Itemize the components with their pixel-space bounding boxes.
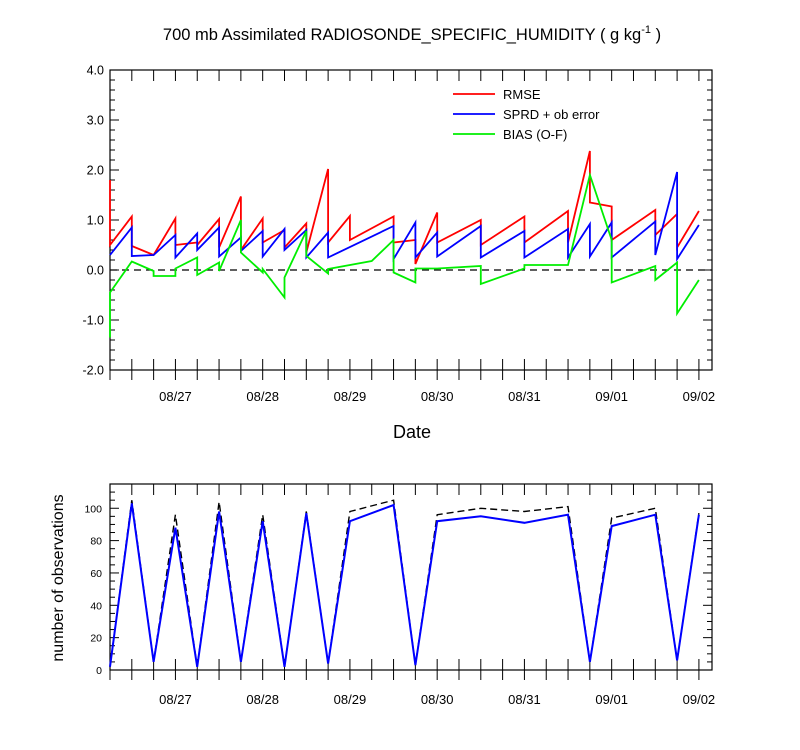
y-tick-label: 0 bbox=[96, 665, 102, 677]
x-axis-label: Date bbox=[393, 422, 431, 442]
y-tick-label: 4.0 bbox=[87, 64, 104, 78]
obs-series-possible bbox=[109, 499, 700, 667]
x-tick-label: 08/28 bbox=[246, 389, 279, 404]
x-tick-label: 08/29 bbox=[334, 389, 367, 404]
y-tick-label: -1.0 bbox=[82, 314, 104, 328]
y-tick-label: 80 bbox=[90, 536, 102, 548]
series-line-rmse bbox=[109, 150, 700, 265]
y-tick-label: 60 bbox=[90, 568, 102, 580]
x-tick-label: 08/29 bbox=[334, 692, 367, 707]
top-chart: 700 mb Assimilated RADIOSONDE_SPECIFIC_H… bbox=[82, 24, 715, 442]
x-tick-label: 09/02 bbox=[683, 389, 716, 404]
chart-title: 700 mb Assimilated RADIOSONDE_SPECIFIC_H… bbox=[163, 24, 661, 44]
x-tick-label: 08/27 bbox=[159, 389, 192, 404]
y-tick-label: 0.0 bbox=[87, 264, 104, 278]
y-tick-label: 3.0 bbox=[87, 114, 104, 128]
bottom-plot-frame bbox=[109, 483, 713, 671]
legend-label: BIAS (O-F) bbox=[503, 127, 567, 142]
y-tick-label: 20 bbox=[90, 633, 102, 645]
x-tick-label: 08/28 bbox=[246, 692, 279, 707]
y-tick-label: 1.0 bbox=[87, 214, 104, 228]
y-tick-label: 100 bbox=[84, 503, 102, 515]
y-tick-label: 2.0 bbox=[87, 164, 104, 178]
legend-label: RMSE bbox=[503, 87, 541, 102]
y-tick-label: -2.0 bbox=[82, 364, 104, 378]
top-axis-ticks: 4.0 3.0 2.0 1.0 0.0 -1.0 -2.0 08/27 08/28 08/29 08… bbox=[82, 64, 715, 405]
x-tick-label: 08/27 bbox=[159, 692, 192, 707]
bottom-axis-ticks: 0 20 40 60 80 100 08/27 08/28 08/29 08/30 08/31 09/… bbox=[84, 484, 715, 707]
x-tick-label: 09/01 bbox=[595, 692, 628, 707]
x-tick-label: 08/30 bbox=[421, 389, 454, 404]
y-tick-label: 40 bbox=[90, 600, 102, 612]
obs-series-assimilated bbox=[109, 503, 700, 667]
x-tick-label: 08/30 bbox=[421, 692, 454, 707]
y-axis-label: number of observations bbox=[50, 494, 67, 661]
x-tick-label: 09/01 bbox=[595, 389, 628, 404]
series-line-bias-o-f- bbox=[109, 171, 700, 338]
x-tick-label: 08/31 bbox=[508, 389, 541, 404]
legend-label: SPRD + ob error bbox=[503, 107, 600, 122]
legend: RMSE SPRD + ob error BIAS (O-F) bbox=[453, 87, 600, 142]
series-line-sprd-ob-error bbox=[109, 171, 700, 263]
x-tick-label: 09/02 bbox=[683, 692, 716, 707]
bottom-chart: 0 20 40 60 80 100 08/27 08/28 08/29 08/30 08/31 09/… bbox=[50, 483, 715, 707]
x-tick-label: 08/31 bbox=[508, 692, 541, 707]
top-series-group bbox=[109, 150, 712, 338]
bottom-series-group bbox=[109, 499, 700, 667]
top-plot-frame bbox=[109, 69, 713, 371]
